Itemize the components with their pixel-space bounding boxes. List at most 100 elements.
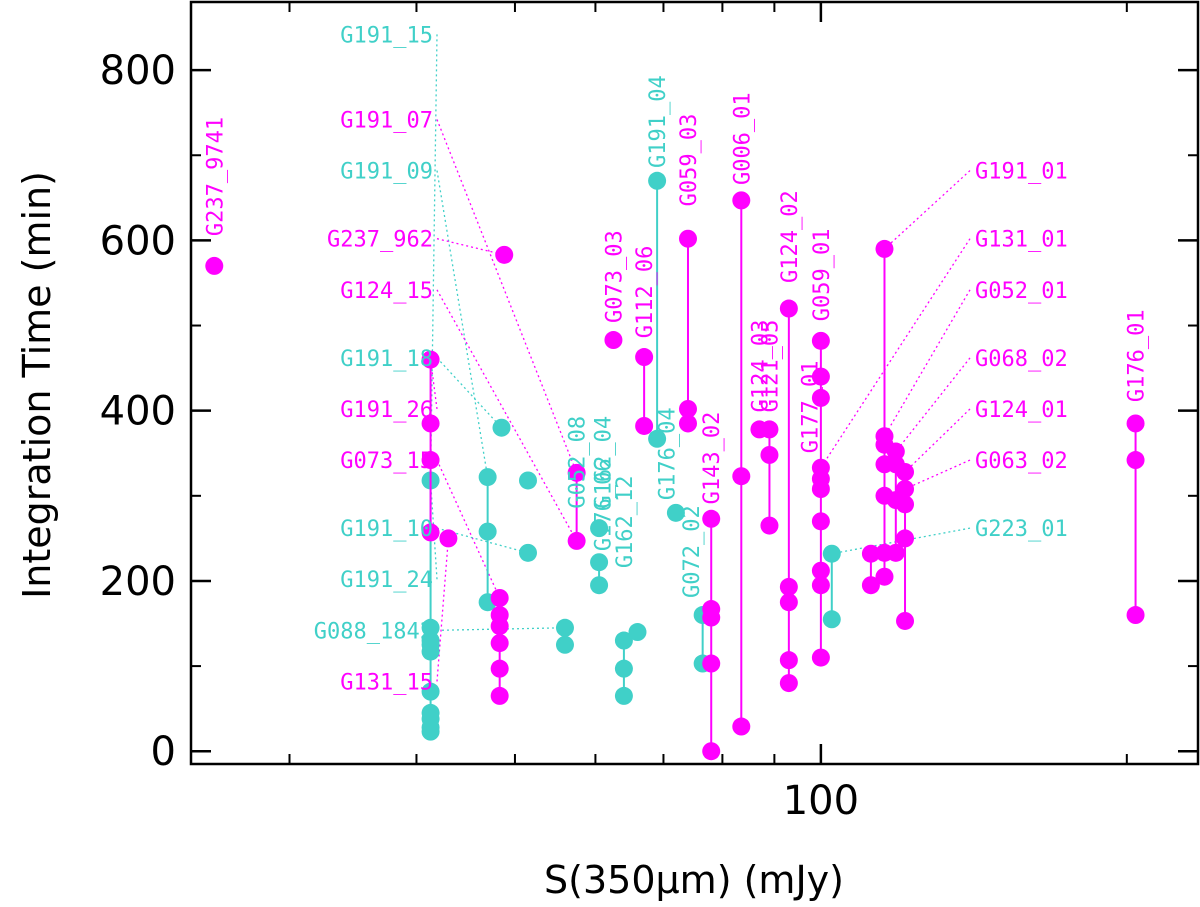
- data-point: [421, 350, 440, 369]
- data-point: [439, 529, 458, 548]
- data-point: [896, 495, 915, 514]
- source-label: G191_24: [340, 568, 433, 593]
- source-label: G191_01: [975, 160, 1068, 185]
- label-leader-line: [884, 170, 971, 250]
- data-point: [1126, 414, 1145, 433]
- data-point: [614, 659, 633, 678]
- label-leader-line: [820, 238, 971, 469]
- data-point: [421, 722, 440, 741]
- data-point: [811, 512, 830, 531]
- label-leader-line: [436, 459, 501, 599]
- y-axis-title: Integration Time (min): [15, 171, 59, 599]
- y-tick-label: 400: [100, 389, 176, 435]
- x-tick-label: 100: [783, 778, 859, 824]
- data-point: [779, 651, 798, 670]
- data-point: [555, 635, 574, 654]
- data-point: [896, 462, 915, 481]
- data-point: [886, 543, 905, 562]
- source-label: G073_15: [340, 449, 433, 474]
- source-label: G131_01: [975, 228, 1068, 253]
- source-label: G088_1842: [314, 619, 433, 644]
- data-point: [421, 451, 440, 470]
- data-point: [760, 420, 779, 439]
- source-label: G191_15: [340, 23, 433, 48]
- data-point: [779, 299, 798, 318]
- source-label: G191_07: [340, 108, 433, 133]
- source-label-rotated: G143_02: [700, 412, 725, 505]
- data-point: [490, 634, 509, 653]
- data-point: [811, 367, 830, 386]
- source-label-rotated: G237_9741: [203, 117, 228, 236]
- label-leader-line: [436, 538, 450, 682]
- data-point: [567, 531, 586, 550]
- source-label-rotated: G006_01: [730, 92, 755, 185]
- x-axis-title: S(350μm) (mJy): [544, 858, 844, 902]
- data-point: [811, 331, 830, 350]
- source-label: G237_962: [327, 228, 433, 253]
- label-leader-line: [436, 357, 502, 429]
- data-point: [861, 544, 880, 563]
- data-point: [875, 239, 894, 258]
- data-point: [702, 654, 721, 673]
- data-point: [490, 617, 509, 636]
- source-label: G124_01: [975, 398, 1068, 423]
- source-labels: G191_15 G191_07 G191_09 G237_962 G124_15 G191…: [203, 23, 1149, 695]
- source-label: G052_01: [975, 279, 1068, 304]
- data-point: [811, 648, 830, 667]
- source-label: G191_18: [340, 347, 433, 372]
- data-point: [1126, 451, 1145, 470]
- data-point: [702, 742, 721, 761]
- data-point: [614, 686, 633, 705]
- data-point: [590, 553, 609, 572]
- data-point: [779, 577, 798, 596]
- source-label-rotated: G162_12: [613, 475, 638, 568]
- label-leader-line: [436, 289, 578, 542]
- data-point: [896, 529, 915, 548]
- source-label: G131_15: [340, 670, 433, 695]
- data-point: [702, 509, 721, 528]
- data-point: [490, 686, 509, 705]
- data-point: [896, 479, 915, 498]
- y-tick-label: 800: [100, 48, 176, 94]
- data-point: [732, 191, 751, 210]
- data-point: [495, 245, 514, 264]
- data-point: [421, 682, 440, 701]
- label-leader-line: [895, 357, 971, 452]
- data-point: [518, 471, 537, 490]
- source-label-rotated: G112_06: [633, 246, 658, 339]
- data-point: [886, 442, 905, 461]
- data-point: [875, 567, 894, 586]
- data-point: [555, 618, 574, 637]
- label-leader-line: [436, 170, 489, 478]
- data-point: [421, 642, 440, 661]
- data-point: [604, 331, 623, 350]
- data-point: [635, 348, 654, 367]
- data-point: [811, 561, 830, 580]
- source-label-rotated: G059_01: [810, 229, 835, 322]
- data-point: [678, 399, 697, 418]
- data-point: [490, 659, 509, 678]
- data-point: [779, 593, 798, 612]
- y-tick-label: 200: [100, 559, 176, 605]
- data-point: [421, 414, 440, 433]
- data-point: [567, 463, 586, 482]
- label-leader-lines: [429, 34, 971, 682]
- data-point: [732, 717, 751, 736]
- source-label: G191_10: [340, 517, 433, 542]
- data-point: [896, 611, 915, 630]
- source-label-rotated: G176_04: [656, 407, 681, 500]
- data-point: [205, 256, 224, 275]
- data-point: [760, 445, 779, 464]
- data-point: [678, 229, 697, 248]
- data-point: [822, 544, 841, 563]
- source-label: G063_02: [975, 449, 1068, 474]
- source-label-rotated: G124_03: [748, 320, 773, 413]
- label-leader-line: [436, 119, 578, 474]
- axis-ticks: 0 200 400 600 800 100: [100, 2, 1198, 824]
- data-series: [205, 171, 1145, 761]
- source-label-rotated: G121_05: [758, 320, 783, 413]
- label-leader-line: [436, 238, 505, 256]
- source-label-rotated: G162_04: [592, 416, 617, 509]
- data-point: [648, 171, 667, 190]
